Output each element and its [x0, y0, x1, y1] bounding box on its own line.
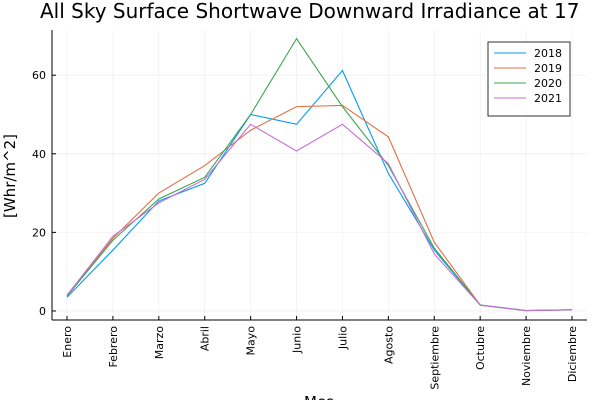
line — [66, 104, 573, 312]
x-tick-label: Marzo — [153, 326, 166, 360]
x-tick-label: Diciembre — [566, 326, 579, 382]
legend-box — [487, 41, 571, 117]
x-tick-label: Julio — [336, 326, 349, 350]
x-tick-label: Octubre — [474, 326, 487, 370]
x-tick-label: Mayo — [245, 326, 258, 356]
legend-label: 2018 — [534, 47, 562, 60]
x-tick-label: Febrero — [107, 326, 120, 368]
y-tick-label: 20 — [32, 226, 46, 239]
y-tick-label: 0 — [39, 305, 46, 318]
x-tick-label: Abril — [199, 326, 212, 351]
line — [66, 123, 573, 312]
legend-label: 2021 — [534, 92, 562, 105]
y-tick-label: 60 — [32, 69, 46, 82]
x-axis-label: Mes — [304, 393, 334, 400]
x-tick-label: Junio — [291, 326, 304, 354]
y-tick-label: 40 — [32, 148, 46, 161]
x-tick-label: Agosto — [382, 326, 395, 364]
x-tick-label: Septiembre — [428, 326, 441, 390]
x-tick-label: Enero — [61, 326, 74, 358]
x-tick-label: Noviembre — [520, 326, 533, 386]
y-axis-label: [Whr/m^2] — [1, 134, 19, 218]
legend-label: 2020 — [534, 77, 562, 90]
legend-label: 2019 — [534, 62, 562, 75]
chart-title: All Sky Surface Shortwave Downward Irrad… — [40, 0, 579, 23]
